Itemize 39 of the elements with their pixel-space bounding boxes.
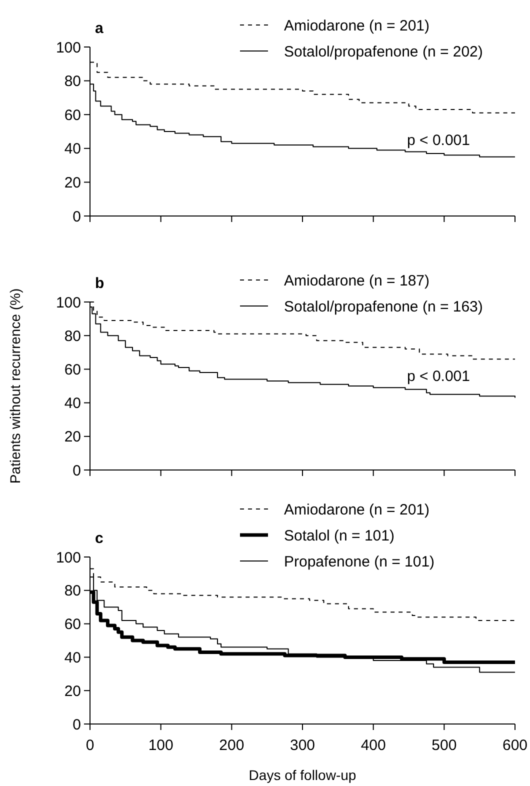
- y-tick-label: 0: [72, 462, 81, 480]
- annotation: p < 0.001: [407, 368, 470, 385]
- legend-label: Sotalol (n = 101): [284, 527, 394, 544]
- y-tick-label: 60: [64, 616, 81, 634]
- y-tick-label: 60: [64, 106, 81, 124]
- x-axis-title: Days of follow-up: [248, 767, 356, 783]
- legend-label: Sotalol/propafenone (n = 202): [284, 43, 483, 60]
- y-tick-label: 40: [64, 649, 81, 666]
- x-tick-label: 500: [432, 737, 457, 754]
- annotation: p < 0.001: [407, 132, 470, 150]
- y-tick-label: 100: [56, 39, 81, 56]
- y-tick-label: 0: [72, 716, 81, 734]
- y-tick-label: 0: [72, 208, 81, 226]
- x-tick-label: 600: [502, 737, 528, 754]
- legend-label: Amiodarone (n = 201): [284, 17, 430, 34]
- legend-label: Amiodarone (n = 187): [284, 272, 430, 290]
- y-tick-label: 40: [64, 395, 81, 412]
- x-tick-label: 0: [86, 737, 94, 754]
- y-tick-label: 20: [64, 682, 81, 700]
- legend-label: Sotalol/propafenone (n = 163): [284, 298, 483, 316]
- chart-title: c: [95, 530, 104, 547]
- y-tick-label: 80: [64, 582, 81, 600]
- x-tick-label: 200: [219, 737, 244, 754]
- y-tick-label: 100: [56, 294, 81, 312]
- y-tick-label: 20: [64, 174, 81, 192]
- x-tick-label: 100: [148, 737, 174, 754]
- x-tick-label: 400: [360, 737, 386, 754]
- chart-title: b: [95, 275, 104, 292]
- y-axis-title: Patients without recurrence (%): [7, 288, 23, 484]
- y-tick-label: 40: [64, 140, 81, 158]
- legend-label: Amiodarone (n = 201): [284, 501, 430, 518]
- chart-title: a: [95, 20, 104, 37]
- legend-label: Propafenone (n = 101): [284, 553, 435, 570]
- y-tick-label: 80: [64, 328, 81, 345]
- y-tick-label: 100: [56, 549, 81, 566]
- y-tick-label: 80: [64, 73, 81, 90]
- y-tick-label: 20: [64, 428, 81, 446]
- x-tick-label: 300: [290, 737, 316, 754]
- y-tick-label: 60: [64, 361, 81, 378]
